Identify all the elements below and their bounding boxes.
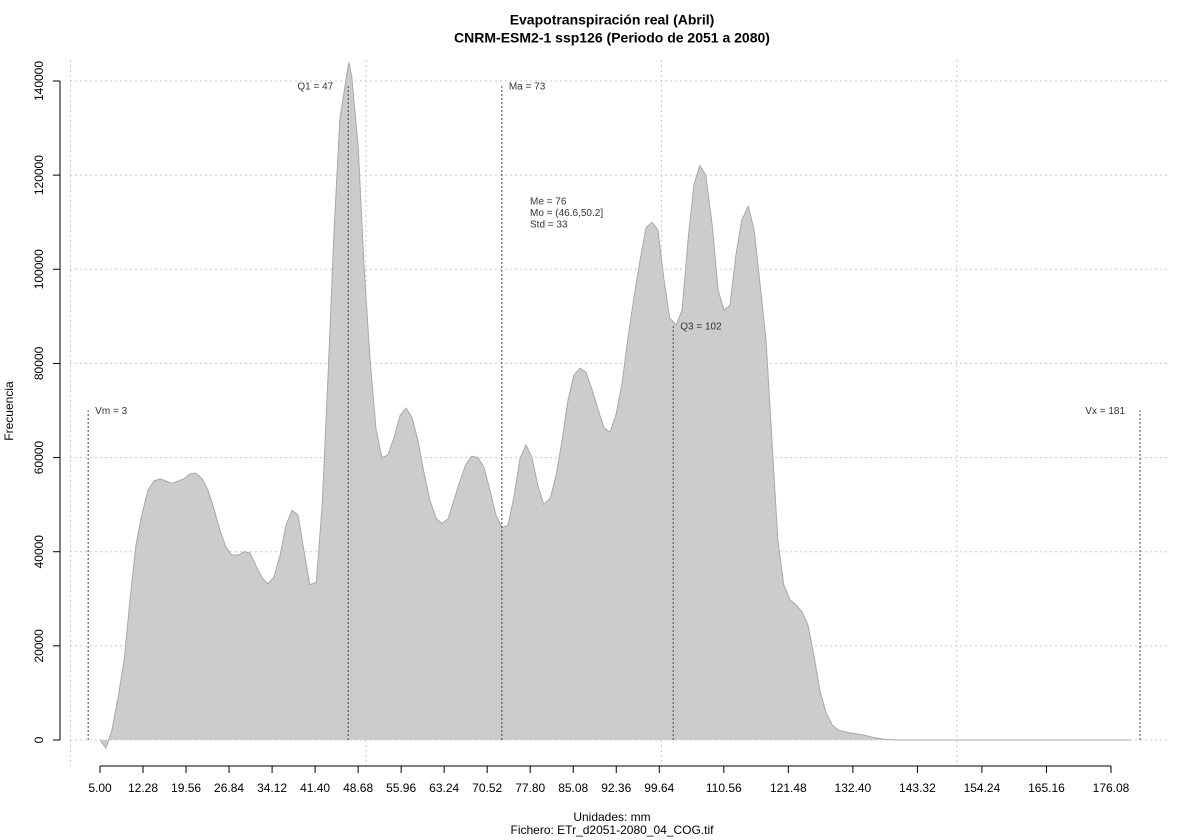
stat-label: Me = 76: [530, 197, 567, 208]
x-tick-label: 48.68: [343, 781, 373, 795]
x-tick-label: 34.12: [257, 781, 287, 795]
x-tick-label: 77.80: [515, 781, 545, 795]
x-tick-label: 26.84: [214, 781, 244, 795]
x-tick-label: 63.24: [429, 781, 459, 795]
y-tick-label: 20000: [32, 629, 46, 663]
chart-title: Evapotranspiración real (Abril): [510, 12, 715, 28]
x-tick-label: 12.28: [128, 781, 158, 795]
y-tick-label: 60000: [32, 441, 46, 475]
y-tick-label: 40000: [32, 535, 46, 569]
x-tick-label: 41.40: [300, 781, 330, 795]
x-tick-label: 92.36: [601, 781, 631, 795]
x-tick-label: 99.64: [644, 781, 674, 795]
marker-label: Ma = 73: [509, 81, 546, 92]
x-tick-label: 121.48: [770, 781, 807, 795]
x-tick-label: 70.52: [472, 781, 502, 795]
x-tick-label: 110.56: [706, 781, 742, 795]
x-tick-label: 132.40: [835, 781, 872, 795]
marker-label: Q3 = 102: [680, 321, 722, 332]
stat-label: Std = 33: [530, 220, 568, 231]
y-tick-label: 0: [32, 736, 46, 743]
x-tick-label: 154.24: [964, 781, 1001, 795]
caption: Fichero: ETr_d2051-2080_04_COG.tif: [511, 823, 715, 837]
x-tick-label: 5.00: [88, 781, 112, 795]
area-outline: [99, 62, 1130, 750]
y-axis-label: Frecuencia: [2, 381, 16, 441]
x-tick-label: 143.32: [899, 781, 936, 795]
marker-label: Q1 = 47: [297, 81, 333, 92]
x-axis-label: Unidades: mm: [573, 810, 650, 824]
stat-label: Mo = (46.6,50.2]: [530, 208, 603, 219]
x-tick-label: 85.08: [558, 781, 588, 795]
y-tick-label: 80000: [32, 346, 46, 380]
y-tick-label: 120000: [32, 155, 46, 195]
x-tick-label: 19.56: [171, 781, 201, 795]
area-fill: [100, 62, 1130, 748]
y-tick-label: 140000: [32, 61, 46, 101]
marker-label: Vm = 3: [95, 406, 127, 417]
x-tick-label: 55.96: [386, 781, 416, 795]
y-tick-label: 100000: [32, 249, 46, 289]
x-tick-label: 165.16: [1028, 781, 1065, 795]
marker-label: Vx = 181: [1085, 406, 1125, 417]
chart-subtitle: CNRM-ESM2-1 ssp126 (Periodo de 2051 a 20…: [454, 30, 770, 46]
x-tick-label: 176.08: [1093, 781, 1130, 795]
